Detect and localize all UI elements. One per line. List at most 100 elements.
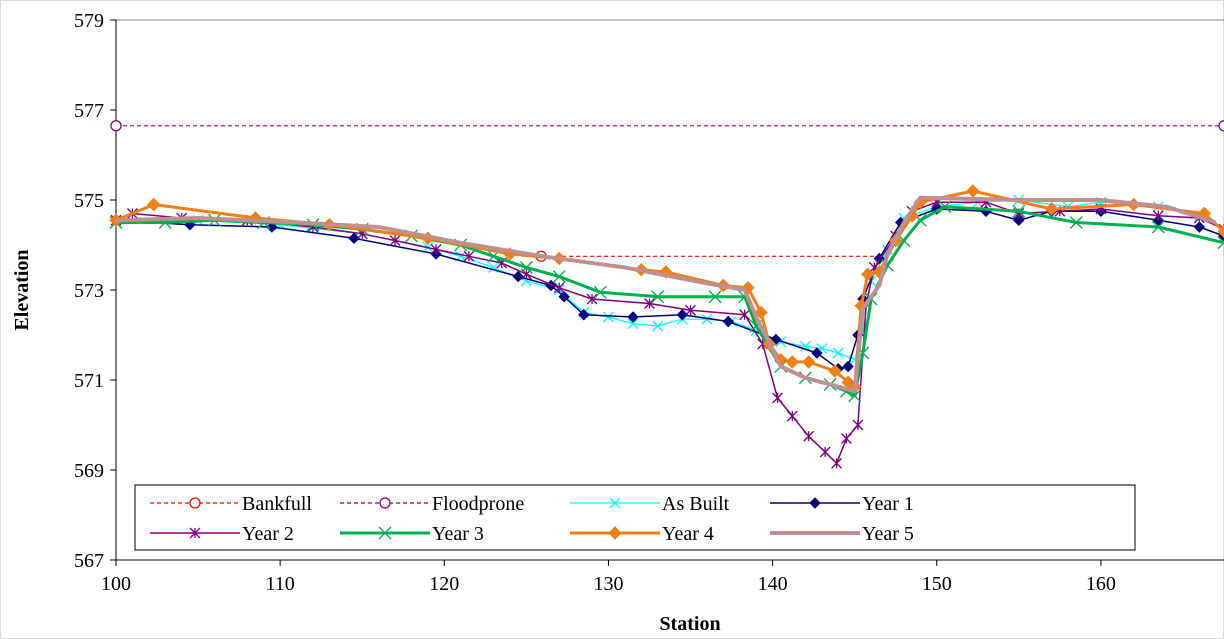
legend-item-floodprone: Floodprone (340, 493, 524, 515)
data-point-year-4 (861, 267, 875, 281)
data-point-year-3 (1151, 220, 1165, 234)
data-point-year-1 (266, 221, 278, 233)
legend-marker-floodprone (379, 497, 391, 509)
legend-label-year-2: Year 2 (242, 523, 294, 545)
x-tick-label: 100 (101, 573, 131, 595)
legend-marker-year-1 (809, 497, 821, 509)
data-point-year-2 (463, 250, 475, 262)
data-point-as-built (832, 347, 844, 359)
series-line-year-5 (115, 195, 1217, 394)
series-year-3 (109, 200, 1224, 403)
y-tick-label: 569 (74, 460, 104, 482)
legend-item-year-1: Year 1 (770, 493, 914, 515)
data-point-as-built (701, 313, 713, 325)
x-tick-label: 120 (429, 573, 459, 595)
legend-marker-year-2 (189, 527, 201, 539)
x-tick-label: 130 (593, 573, 623, 595)
y-tick-label: 573 (74, 280, 104, 302)
series-line-year-1 (115, 208, 1224, 370)
data-point-year-3 (593, 285, 607, 299)
y-tick-label: 577 (74, 100, 104, 122)
legend-label-year-3: Year 3 (432, 523, 484, 545)
data-point-year-3 (519, 261, 533, 274)
data-point-year-2 (772, 392, 783, 404)
series-line-year-2 (115, 201, 1224, 465)
legend-item-year-2: Year 2 (150, 523, 294, 545)
data-point-year-1 (1013, 214, 1025, 226)
data-point-year-1 (842, 360, 854, 373)
legend-marker-bankfull (189, 497, 201, 509)
y-tick-label: 567 (74, 550, 104, 572)
data-point-year-1 (512, 270, 524, 283)
data-point-year-2 (819, 446, 831, 458)
y-tick-label: 571 (74, 370, 104, 392)
data-point-floodprone (1218, 120, 1224, 132)
data-point-year-3 (708, 290, 722, 304)
data-point-year-2 (389, 235, 401, 246)
data-point-year-3 (938, 200, 952, 214)
data-point-year-1 (578, 309, 590, 321)
series-year-4 (109, 184, 1224, 394)
legend-label-as-built: As Built (662, 493, 730, 515)
data-point-year-2 (430, 244, 442, 255)
data-point-year-1 (558, 291, 570, 303)
x-tick-label: 110 (266, 573, 295, 595)
legend-box (134, 484, 1136, 551)
data-point-floodprone (110, 120, 122, 132)
legend-label-year-4: Year 4 (662, 523, 714, 545)
data-point-year-4 (1044, 202, 1059, 216)
data-point-year-1 (722, 315, 734, 328)
data-point-year-1 (676, 309, 689, 321)
data-point-year-4 (1217, 224, 1224, 239)
data-point-year-3 (1069, 216, 1083, 229)
data-point-as-built (652, 320, 664, 332)
legend-item-bankfull: Bankfull (150, 493, 312, 515)
data-point-year-1 (1193, 221, 1206, 233)
series-year-1 (110, 203, 1224, 375)
series-line-year-3 (116, 205, 1224, 398)
data-point-as-built (602, 311, 614, 323)
series-year-5 (115, 195, 1217, 394)
legend-item-year-4: Year 4 (570, 523, 714, 545)
y-tick-label: 575 (74, 190, 104, 212)
data-point-year-3 (1012, 204, 1026, 218)
series-bankfull (535, 250, 875, 262)
y-tick-label: 579 (74, 10, 104, 32)
data-point-year-4 (828, 364, 842, 378)
legend-item-year-3: Year 3 (340, 523, 484, 545)
legend-marker-year-3 (378, 526, 392, 540)
data-point-year-4 (754, 305, 768, 320)
data-point-year-2 (739, 309, 751, 321)
data-point-year-4 (966, 184, 980, 198)
data-point-year-2 (786, 410, 798, 422)
data-point-year-4 (785, 355, 799, 369)
x-tick-label: 160 (1086, 573, 1116, 595)
x-tick-label: 140 (758, 573, 788, 595)
data-point-year-3 (651, 290, 665, 304)
series-year-2 (110, 196, 1224, 469)
data-point-year-2 (840, 433, 852, 444)
series-line-year-4 (115, 189, 1224, 389)
legend-label-year-1: Year 1 (862, 493, 914, 515)
data-point-year-3 (1217, 236, 1224, 250)
data-point-year-1 (811, 347, 823, 359)
data-point-year-1 (627, 311, 639, 323)
legend-item-year-5: Year 5 (770, 523, 914, 545)
data-point-year-2 (644, 298, 655, 309)
data-point-year-2 (586, 293, 598, 305)
legend-marker-as-built (609, 497, 621, 509)
data-point-year-2 (1152, 210, 1164, 222)
data-point-year-4 (801, 355, 816, 369)
data-point-as-built (627, 318, 639, 330)
data-point-year-1 (348, 232, 360, 244)
legend-label-bankfull: Bankfull (242, 493, 312, 515)
x-tick-label: 150 (922, 573, 952, 595)
y-axis-title: Elevation (11, 249, 33, 330)
data-point-year-2 (852, 419, 864, 431)
data-point-year-3 (552, 270, 566, 283)
x-axis-title: Station (659, 613, 720, 635)
legend-label-floodprone: Floodprone (432, 493, 524, 515)
legend-marker-year-4 (608, 526, 622, 540)
data-point-year-2 (553, 282, 565, 294)
